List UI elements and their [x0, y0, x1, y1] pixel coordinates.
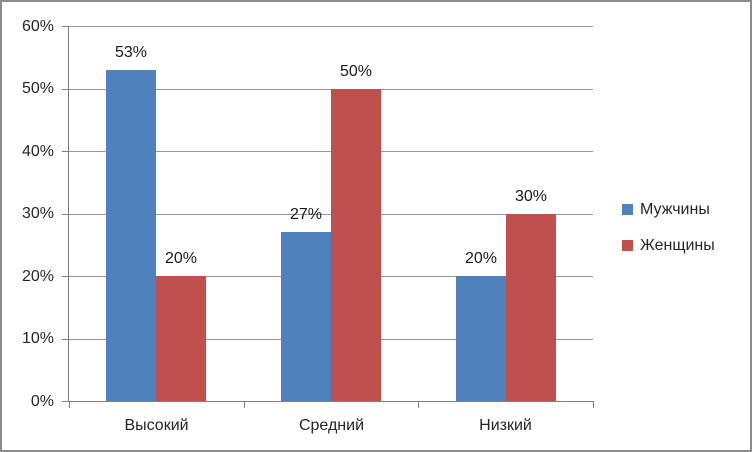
- bar-men-low: [456, 276, 506, 401]
- legend-swatch-women-icon: [622, 239, 633, 251]
- data-label-women-medium: 50%: [339, 63, 373, 80]
- y-axis-label-50: 50%: [21, 80, 54, 97]
- legend-item-women: Женщины: [622, 234, 715, 256]
- y-tick-0: [62, 401, 68, 402]
- y-axis-label-40: 40%: [21, 143, 54, 160]
- legend: Мужчины Женщины: [622, 198, 715, 270]
- legend-label-women: Женщины: [640, 236, 715, 254]
- category-label-low: Низкий: [479, 417, 532, 434]
- data-label-men-high: 53%: [114, 44, 148, 61]
- bar-women-high: [156, 276, 206, 401]
- y-axis-label-0: 0%: [30, 393, 54, 410]
- legend-label-men: Мужчины: [640, 200, 710, 218]
- bar-men-high: [106, 70, 156, 401]
- y-tick-10: [62, 339, 68, 340]
- y-tick-20: [62, 276, 68, 277]
- y-axis-line: [68, 26, 69, 402]
- y-tick-40: [62, 151, 68, 152]
- bar-men-medium: [281, 232, 331, 401]
- y-tick-30: [62, 214, 68, 215]
- legend-item-men: Мужчины: [622, 198, 715, 220]
- y-axis-label-20: 20%: [21, 268, 54, 285]
- bar-women-medium: [331, 89, 381, 401]
- category-label-high: Высокий: [124, 417, 189, 434]
- data-label-men-low: 20%: [464, 250, 498, 267]
- y-axis-label-10: 10%: [21, 330, 54, 347]
- y-tick-50: [62, 89, 68, 90]
- y-tick-60: [62, 26, 68, 27]
- y-axis-label-30: 30%: [21, 205, 54, 222]
- category-label-medium: Средний: [298, 417, 365, 434]
- bar-women-low: [506, 214, 556, 401]
- x-tick-2: [418, 402, 419, 408]
- legend-swatch-men-icon: [622, 203, 633, 215]
- data-label-women-high: 20%: [164, 250, 198, 267]
- data-label-men-medium: 27%: [289, 206, 323, 223]
- gridline-60: [69, 26, 593, 27]
- data-label-women-low: 30%: [514, 188, 548, 205]
- x-tick-1: [244, 402, 245, 408]
- x-tick-0: [69, 402, 70, 408]
- x-axis-line: [68, 401, 594, 402]
- y-axis-label-60: 60%: [21, 18, 54, 35]
- x-tick-3: [593, 402, 594, 408]
